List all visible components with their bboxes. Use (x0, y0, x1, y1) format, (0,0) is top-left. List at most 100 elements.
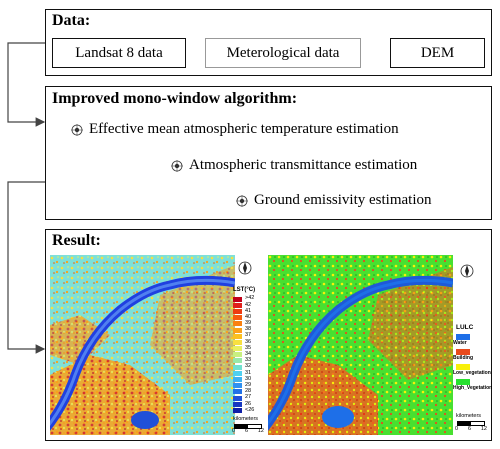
algorithm-step-2: Atmospheric transmittance estimation (171, 157, 417, 174)
lst-legend-label: >42 (245, 295, 255, 302)
target-bullet-icon (71, 123, 83, 136)
lst-legend-label: 35 (245, 344, 252, 351)
lst-legend-entry: 28 (233, 389, 263, 395)
lst-legend-label: 39 (245, 320, 252, 327)
lst-legend-swatch (233, 407, 242, 413)
scale-tick: 0 (232, 428, 236, 434)
lst-legend-entry: 39 (233, 321, 263, 327)
data-item-landsat: Landsat 8 data (52, 38, 186, 68)
arrow-algorithm-to-result (7, 181, 46, 354)
lst-legend-entry: <26 (233, 407, 263, 413)
lst-legend-label: 27 (245, 394, 252, 401)
lulc-legend-label: Building (453, 355, 473, 361)
lst-legend-label: 41 (245, 307, 252, 314)
scale-tick: 0 (455, 426, 459, 432)
lulc-legend-swatch (456, 334, 470, 340)
lst-legend-swatch (233, 302, 242, 308)
lst-legend-swatch (233, 377, 242, 383)
lst-legend-swatch (233, 333, 242, 339)
algorithm-step-3-label: Ground emissivity estimation (254, 192, 432, 208)
algorithm-box: Improved mono-window algorithm: Effectiv… (45, 86, 492, 220)
lst-legend-entry: >42 (233, 296, 263, 302)
lst-legend: >42 42 41 40 39 38 37 36 35 34 33 32 31 30 29 28 27 26 <26 (233, 296, 263, 414)
lst-legend-entry: 30 (233, 375, 263, 383)
lst-legend-label: 38 (245, 326, 252, 333)
algorithm-step-1: Effective mean atmospheric temperature e… (71, 121, 399, 138)
target-bullet-icon (236, 194, 248, 207)
lst-legend-entry: 36 (233, 339, 263, 345)
lst-scale-bar (234, 424, 262, 429)
lulc-scale-unit: kilometers (456, 413, 482, 419)
lst-legend-swatch (233, 346, 242, 352)
lst-legend-entry: 32 (233, 364, 263, 370)
lst-legend-label: <26 (245, 406, 255, 413)
lulc-map (268, 255, 453, 435)
scale-tick: 12 (480, 426, 487, 432)
lst-legend-label: 30 (245, 375, 252, 382)
lst-legend-swatch (233, 401, 242, 407)
scale-tick: 6 (244, 428, 248, 434)
lst-legend-swatch (233, 395, 242, 401)
lst-legend-entry: 35 (233, 344, 263, 352)
lst-legend-label: 29 (245, 381, 252, 388)
arrow-data-to-algorithm (7, 42, 46, 127)
lst-legend-swatch (233, 315, 242, 321)
algorithm-box-title: Improved mono-window algorithm: (52, 90, 298, 107)
lst-legend-entry: 37 (233, 333, 263, 339)
lst-legend-label: 26 (245, 400, 252, 407)
lst-legend-swatch (233, 296, 242, 302)
lulc-legend-swatch (456, 364, 470, 370)
result-box-title: Result: (52, 232, 101, 249)
lst-legend-label: 42 (245, 301, 252, 308)
lst-legend-label: 40 (245, 313, 252, 320)
lulc-legend-label: Low_vegetation (453, 370, 491, 376)
lulc-legend-entry: Low_vegetation (453, 364, 493, 376)
lulc-scale-bar (457, 421, 485, 426)
data-item-dem: DEM (390, 38, 485, 68)
lst-legend-swatch (233, 327, 242, 333)
lst-legend-entry: 42 (233, 302, 263, 308)
lst-legend-label: 31 (245, 369, 252, 376)
lst-legend-entry: 27 (233, 395, 263, 401)
lst-legend-label: 34 (245, 351, 252, 358)
lulc-legend-entry: Building (453, 349, 493, 361)
lst-legend-entry: 33 (233, 358, 263, 364)
lst-legend-label: 28 (245, 388, 252, 395)
scale-tick: 12 (257, 428, 264, 434)
lst-legend-swatch (233, 352, 242, 358)
lst-legend-swatch (233, 383, 242, 389)
lst-legend-title: LST(°C) (233, 287, 256, 293)
lulc-legend: Water Building Low_vegetation High_Vegetati… (453, 334, 493, 394)
lst-legend-label: 33 (245, 357, 252, 364)
lst-map (50, 255, 235, 435)
algorithm-step-3: Ground emissivity estimation (236, 192, 432, 209)
result-box: Result: LST(°C) > (45, 229, 492, 441)
lulc-legend-swatch (456, 349, 470, 355)
lst-legend-swatch (233, 389, 242, 395)
lulc-north-arrow (460, 264, 474, 283)
lulc-legend-entry: High_Vegetation (453, 379, 493, 391)
lst-legend-entry: 40 (233, 313, 263, 321)
lulc-legend-label: Water (453, 340, 467, 346)
target-bullet-icon (171, 159, 183, 172)
lulc-legend-entry: Water (453, 334, 493, 346)
lst-legend-swatch (233, 308, 242, 314)
lulc-scale-ticks: 0 6 12 (455, 426, 487, 433)
lulc-legend-swatch (456, 379, 470, 385)
lst-north-arrow (238, 261, 252, 280)
lst-legend-entry: 38 (233, 327, 263, 333)
lst-legend-swatch (233, 370, 242, 376)
lst-legend-entry: 41 (233, 308, 263, 314)
lst-legend-label: 36 (245, 338, 252, 345)
data-item-meteorological: Meterological data (205, 38, 361, 68)
data-box-title: Data: (52, 12, 91, 29)
lulc-legend-title: LULC (456, 324, 474, 331)
scale-tick: 6 (467, 426, 471, 432)
lst-legend-swatch (233, 339, 242, 345)
lst-scale-ticks: 0 6 12 (232, 428, 264, 435)
lst-legend-entry: 29 (233, 381, 263, 389)
data-box: Data: Landsat 8 data Meterological data … (45, 9, 492, 76)
lst-legend-swatch (233, 364, 242, 370)
lst-legend-entry: 31 (233, 370, 263, 376)
